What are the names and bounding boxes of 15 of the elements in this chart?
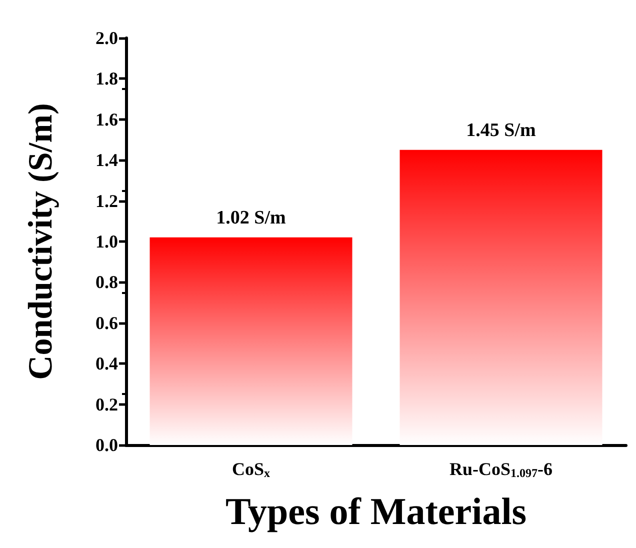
- y-tick-label: 1.8: [96, 68, 118, 89]
- y-tick-label: 0.0: [96, 435, 118, 455]
- y-tick-label: 1.6: [96, 109, 118, 130]
- x-axis-title: Types of Materials: [225, 491, 527, 533]
- y-tick-label: 1.2: [96, 190, 118, 211]
- y-tick-label: 1.0: [96, 232, 118, 252]
- y-tick-label: 2.0: [96, 28, 118, 48]
- data-label: 1.02 S/m: [216, 207, 286, 228]
- y-tick-label: 0.6: [96, 312, 118, 333]
- y-tick-label: 0.2: [96, 394, 118, 414]
- y-axis-title: Conductivity (S/m): [22, 103, 60, 380]
- data-label: 1.45 S/m: [466, 120, 536, 141]
- y-tick-label: 0.4: [96, 354, 118, 374]
- y-tick-label: 0.8: [96, 272, 118, 292]
- y-tick-label: 1.4: [96, 150, 118, 170]
